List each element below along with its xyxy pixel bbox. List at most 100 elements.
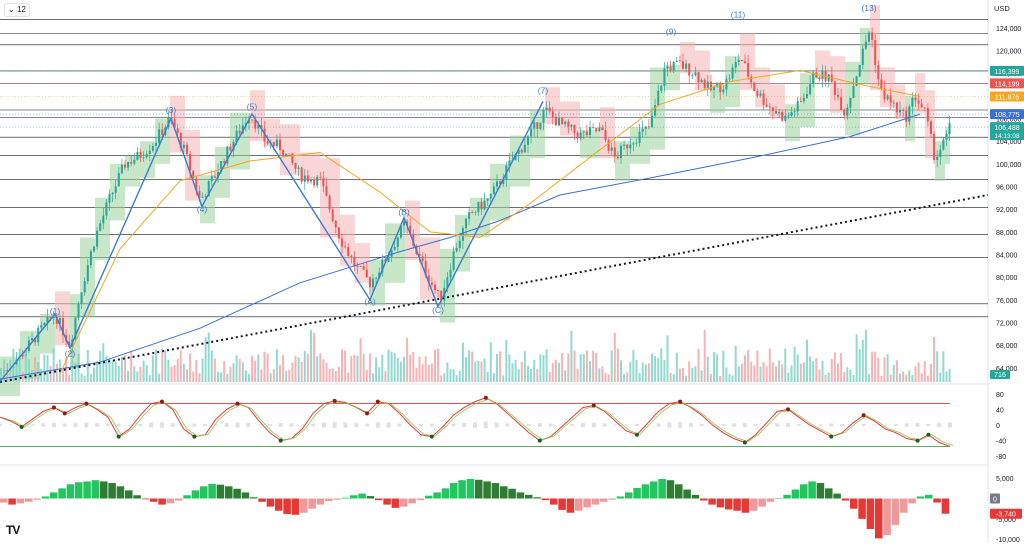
macd-histogram-bar xyxy=(808,481,816,499)
volume-bar xyxy=(440,375,443,382)
candle-body xyxy=(874,39,877,65)
candle-body xyxy=(871,32,874,40)
volume-bar xyxy=(68,374,71,382)
volume-bar xyxy=(96,360,99,382)
volume-bar xyxy=(468,350,471,382)
volume-bar xyxy=(589,360,591,382)
candle-body xyxy=(372,278,374,288)
macd-histogram-bar xyxy=(916,496,925,499)
stoch-cross-dot xyxy=(62,411,67,416)
candle-body xyxy=(424,260,427,276)
volume-bar xyxy=(812,361,815,382)
candle-body xyxy=(6,369,9,371)
volume-bar xyxy=(660,348,663,382)
candle-body xyxy=(235,130,238,142)
volume-bar xyxy=(558,362,560,382)
stoch-zero-band xyxy=(753,423,758,427)
interval-selector[interactable]: ⌄ 12 xyxy=(4,3,30,17)
volume-bar xyxy=(942,351,945,382)
volume-bar xyxy=(52,348,55,382)
bullish-cloud xyxy=(630,127,650,164)
candle-body xyxy=(220,161,223,173)
candle-body xyxy=(815,72,818,78)
macd-histogram-bar xyxy=(558,498,566,510)
candle-body xyxy=(793,111,796,113)
macd-histogram-bar xyxy=(883,498,891,536)
candle-body xyxy=(96,230,99,247)
candle-body xyxy=(558,118,560,126)
stoch-zero-band xyxy=(570,424,575,426)
stoch-cross-dot xyxy=(159,399,164,404)
volume-bar xyxy=(217,371,219,382)
bullish-cloud xyxy=(125,155,140,187)
volume-bar xyxy=(136,371,139,382)
candle-body xyxy=(195,178,198,192)
candle-body xyxy=(207,181,210,197)
stoch-tick-label: 80 xyxy=(996,392,1004,399)
volume-bar xyxy=(204,337,207,382)
volume-bar xyxy=(945,371,948,382)
stoch-zero-band xyxy=(872,424,877,426)
candle-body xyxy=(58,318,61,324)
macd-histogram-bar xyxy=(800,484,808,499)
macd-histogram-bar xyxy=(133,495,141,499)
stoch-zero-band xyxy=(678,422,683,428)
volume-bar xyxy=(192,371,195,382)
volume-bar xyxy=(567,353,570,382)
volume-bar xyxy=(514,359,517,382)
volume-bar xyxy=(564,370,567,382)
volume-bar xyxy=(709,373,712,382)
macd-histogram-bar xyxy=(491,483,500,499)
stoch-zero-band xyxy=(667,422,672,428)
stoch-zero-band xyxy=(559,424,564,426)
stoch-zero-band xyxy=(850,424,855,426)
candle-body xyxy=(716,83,719,87)
stoch-zero-band xyxy=(537,423,542,427)
candle-body xyxy=(663,68,666,86)
candle-body xyxy=(675,60,678,62)
macd-histogram-bar xyxy=(591,498,600,505)
price-tick-label: 84,000 xyxy=(996,253,1018,260)
volume-bar xyxy=(238,358,241,382)
volume-bar xyxy=(502,375,505,382)
chevron-down-icon: ⌄ xyxy=(8,5,15,14)
stoch-zero-band xyxy=(894,424,899,426)
candle-body xyxy=(775,111,777,114)
volume-bar xyxy=(161,348,164,382)
volume-bar xyxy=(629,362,632,382)
stoch-zero-band xyxy=(419,423,424,427)
candle-body xyxy=(731,67,734,79)
stoch-zero-band xyxy=(159,422,164,428)
candle-body xyxy=(133,159,136,164)
volume-bar xyxy=(145,365,148,382)
stoch-cross-dot xyxy=(235,401,240,406)
volume-bar xyxy=(892,364,895,382)
volume-bar xyxy=(830,358,833,382)
volume-bar xyxy=(201,358,204,382)
volume-bar xyxy=(948,368,951,382)
volume-bar xyxy=(899,373,901,382)
macd-histogram-bar xyxy=(575,498,583,511)
stoch-zero-band xyxy=(30,424,35,426)
macd-histogram-bar xyxy=(691,494,700,499)
candle-body xyxy=(74,317,77,340)
volume-bar xyxy=(585,350,588,382)
volume-bar xyxy=(362,353,365,382)
volume-bar xyxy=(387,349,390,382)
volume-bar xyxy=(164,350,167,382)
volume-badge-label: 716 xyxy=(994,372,1006,379)
volume-bar xyxy=(483,358,486,382)
volume-bar xyxy=(793,346,796,382)
candle-body xyxy=(840,97,843,110)
stoch-zero-band xyxy=(267,424,272,426)
macd-histogram-bar xyxy=(758,498,766,507)
candle-body xyxy=(306,175,309,182)
candle-body xyxy=(641,128,644,132)
bearish-cloud xyxy=(340,214,355,266)
candle-body xyxy=(390,249,393,257)
volume-bar xyxy=(802,362,805,382)
volume-bar xyxy=(80,373,83,382)
candle-body xyxy=(570,124,573,127)
